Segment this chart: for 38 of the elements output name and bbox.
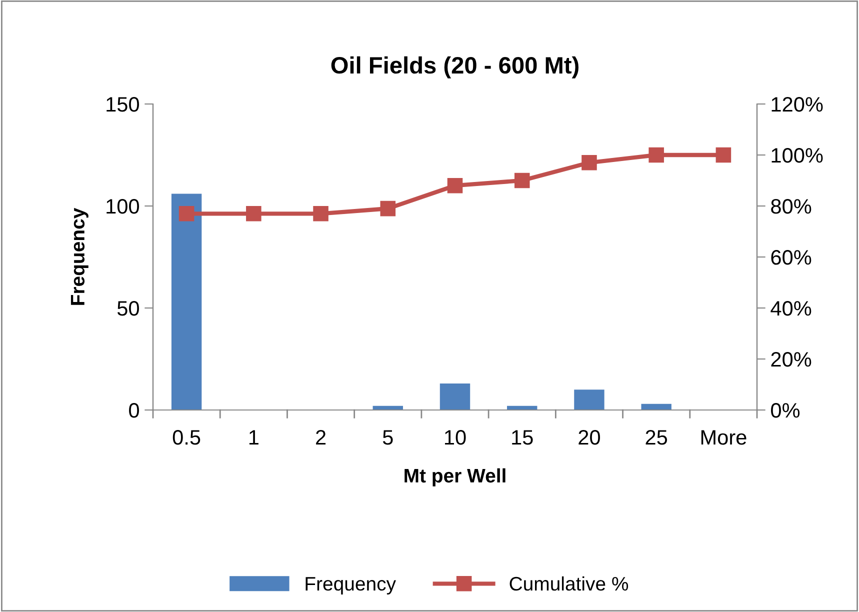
y-axis-title: Frequency — [70, 208, 88, 305]
x-tick-label: 2 — [316, 430, 326, 445]
point — [246, 206, 262, 222]
bar — [641, 404, 672, 410]
point — [648, 147, 664, 163]
point — [716, 147, 732, 163]
point — [380, 200, 396, 216]
x-tick-label: 20 — [578, 430, 600, 445]
x-tick-label: 10 — [445, 430, 466, 445]
y2-tick-label: 60% — [771, 250, 812, 265]
bar — [440, 383, 470, 410]
x-tick-label: More — [701, 430, 746, 445]
x-tick-label: 5 — [382, 430, 393, 445]
y-tick-label: 100 — [106, 199, 139, 214]
x-tick-label: 15 — [512, 430, 533, 445]
x-tick-label: 0.5 — [172, 430, 200, 445]
bar — [171, 194, 202, 410]
y2-tick-label: 0% — [771, 403, 800, 418]
chart-title: Oil Fields (20 - 600 Mt) — [331, 56, 578, 78]
y-tick-label: 0 — [129, 403, 139, 418]
point — [447, 178, 463, 194]
point — [313, 206, 328, 222]
point — [514, 172, 530, 188]
y2-tick-label: 80% — [771, 199, 812, 214]
y2-tick-label: 120% — [772, 97, 823, 112]
x-tick-label: 25 — [646, 430, 668, 445]
bar — [574, 390, 604, 410]
y-tick-label: 50 — [117, 301, 139, 316]
legend-label: Frequency — [306, 577, 396, 594]
legend-label: Cumulative % — [510, 576, 628, 591]
y2-tick-label: 100% — [772, 148, 823, 163]
y2-tick-label: 20% — [771, 352, 812, 367]
x-tick-label: 1 — [249, 430, 258, 445]
y-tick-label: 150 — [106, 97, 139, 112]
x-axis-title: Mt per Well — [404, 468, 506, 486]
point — [582, 155, 597, 170]
y2-tick-label: 40% — [770, 301, 812, 316]
point — [178, 206, 194, 222]
